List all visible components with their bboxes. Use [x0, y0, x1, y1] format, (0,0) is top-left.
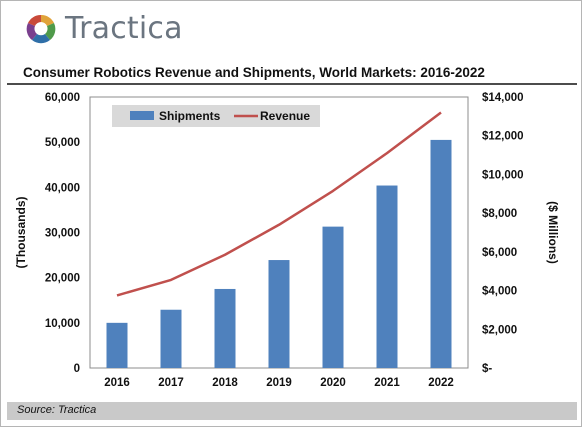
legend-label-shipments: Shipments — [159, 109, 221, 123]
y2-axis-tick-label: $4,000 — [482, 286, 517, 298]
y2-axis-title: ($ Millions) — [546, 201, 560, 264]
y2-axis-tick-label: $2,000 — [482, 324, 517, 336]
y2-axis-tick-label: $6,000 — [482, 247, 517, 259]
bar-shipments — [322, 226, 344, 368]
y-axis-tick-label: 10,000 — [45, 318, 80, 330]
y2-axis-tick-label: $14,000 — [482, 92, 524, 104]
x-axis-tick-label: 2020 — [320, 377, 346, 389]
brand-name: Tractica — [65, 11, 183, 46]
y-axis-tick-label: 0 — [74, 363, 80, 375]
x-axis-tick-label: 2019 — [266, 377, 292, 389]
chart-title: Consumer Robotics Revenue and Shipments,… — [23, 65, 485, 80]
title-divider — [7, 83, 577, 85]
x-axis-tick-label: 2021 — [374, 377, 400, 389]
tractica-logo-icon — [26, 14, 56, 44]
x-axis-tick-label: 2022 — [428, 377, 454, 389]
chart-area: 0 10,000 20,000 30,000 40,000 50,000 60,000 $- $… — [14, 92, 560, 389]
y2-axis-tick-label: $12,000 — [482, 131, 524, 143]
bar-shipments — [160, 309, 182, 368]
x-axis-tick-label: 2018 — [212, 377, 238, 389]
x-axis-tick-label: 2017 — [158, 377, 184, 389]
bar-shipments — [376, 185, 398, 368]
x-axis-tick-label: 2016 — [104, 377, 130, 389]
line-revenue — [116, 111, 442, 297]
y-axis-tick-label: 50,000 — [45, 137, 80, 149]
bar-shipments — [268, 260, 290, 368]
bar-shipments — [430, 139, 452, 368]
y-axis-tick-label: 40,000 — [45, 182, 80, 194]
y2-axis-tick-label: $8,000 — [482, 208, 517, 220]
source-text: Source: Tractica — [17, 404, 97, 416]
bar-shipments — [214, 288, 236, 368]
source-bar: Source: Tractica — [7, 402, 577, 420]
y-axis-tick-label: 60,000 — [45, 92, 80, 104]
bar-shipments — [106, 322, 128, 368]
legend-box — [112, 105, 320, 127]
legend-label-revenue: Revenue — [260, 109, 310, 123]
legend-swatch-shipments — [130, 111, 154, 120]
y2-axis-tick-label: $- — [482, 363, 492, 375]
y-axis-title: (Thousands) — [14, 197, 28, 269]
y-axis-tick-label: 20,000 — [45, 273, 80, 285]
y-axis-tick-label: 30,000 — [45, 228, 80, 240]
header: Tractica — [1, 1, 581, 56]
y2-axis-tick-label: $10,000 — [482, 169, 524, 181]
